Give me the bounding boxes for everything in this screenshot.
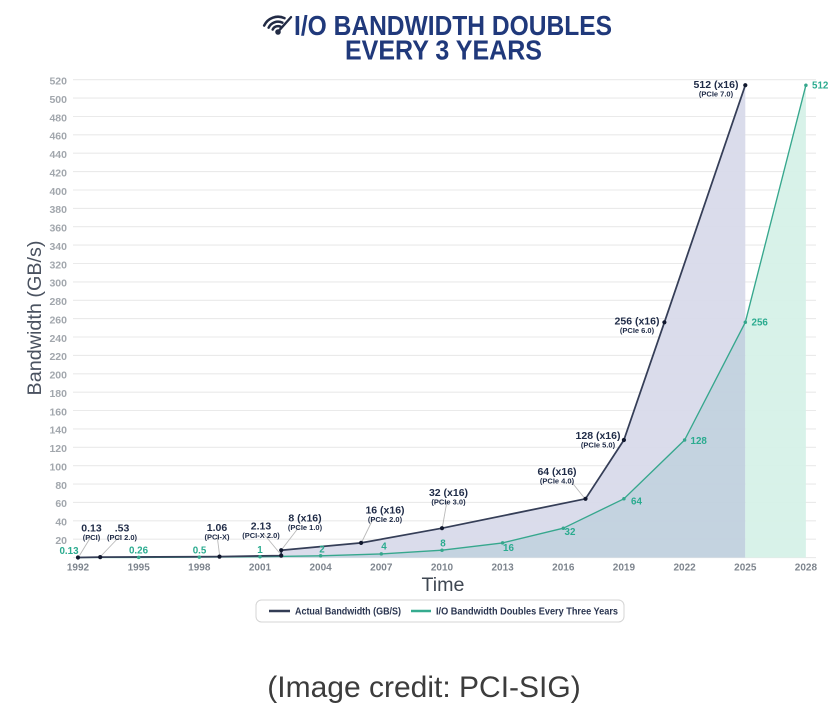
svg-text:(PCIe 7.0): (PCIe 7.0) bbox=[699, 90, 734, 99]
svg-text:128: 128 bbox=[691, 436, 708, 447]
svg-text:320: 320 bbox=[49, 259, 67, 271]
svg-text:80: 80 bbox=[55, 480, 67, 492]
svg-text:I/O Bandwidth Doubles Every Th: I/O Bandwidth Doubles Every Three Years bbox=[436, 606, 618, 618]
svg-text:(PCI): (PCI) bbox=[83, 533, 101, 542]
svg-text:500: 500 bbox=[49, 94, 67, 106]
svg-text:480: 480 bbox=[49, 112, 67, 124]
svg-text:256 (x16): 256 (x16) bbox=[615, 316, 660, 328]
svg-text:360: 360 bbox=[49, 223, 67, 235]
svg-text:0.13: 0.13 bbox=[59, 546, 79, 557]
svg-text:0.5: 0.5 bbox=[193, 546, 207, 557]
svg-text:0.13: 0.13 bbox=[81, 523, 102, 535]
svg-text:440: 440 bbox=[49, 149, 67, 161]
svg-text:16: 16 bbox=[503, 543, 514, 554]
svg-text:240: 240 bbox=[49, 333, 67, 345]
svg-text:2013: 2013 bbox=[491, 563, 514, 574]
svg-text:(PCIe 3.0): (PCIe 3.0) bbox=[431, 498, 466, 507]
svg-text:180: 180 bbox=[49, 388, 67, 400]
svg-text:2016: 2016 bbox=[552, 563, 575, 574]
svg-text:.53: .53 bbox=[115, 523, 130, 535]
svg-text:1995: 1995 bbox=[128, 563, 151, 574]
svg-text:20: 20 bbox=[55, 535, 67, 547]
svg-text:2007: 2007 bbox=[370, 563, 393, 574]
svg-text:8: 8 bbox=[440, 539, 446, 550]
svg-text:2001: 2001 bbox=[249, 563, 272, 574]
svg-text:2022: 2022 bbox=[673, 563, 696, 574]
svg-text:Time: Time bbox=[422, 575, 465, 596]
svg-text:4: 4 bbox=[381, 542, 387, 553]
svg-text:140: 140 bbox=[49, 425, 67, 437]
svg-text:300: 300 bbox=[49, 278, 67, 290]
svg-text:64 (x16): 64 (x16) bbox=[537, 466, 576, 478]
svg-text:Bandwidth (GB/s): Bandwidth (GB/s) bbox=[25, 241, 46, 396]
svg-text:(Image credit: PCI-SIG): (Image credit: PCI-SIG) bbox=[267, 671, 580, 704]
svg-text:340: 340 bbox=[49, 241, 67, 253]
svg-text:2025: 2025 bbox=[734, 563, 757, 574]
svg-text:32 (x16): 32 (x16) bbox=[429, 487, 468, 499]
svg-text:(PCIe 6.0): (PCIe 6.0) bbox=[620, 326, 655, 335]
svg-text:1992: 1992 bbox=[67, 563, 90, 574]
svg-text:EVERY 3 YEARS: EVERY 3 YEARS bbox=[345, 35, 542, 66]
svg-text:200: 200 bbox=[49, 370, 67, 382]
svg-text:512 (x16): 512 (x16) bbox=[694, 79, 739, 91]
svg-text:1.06: 1.06 bbox=[207, 522, 228, 534]
svg-text:(PCI 2.0): (PCI 2.0) bbox=[107, 533, 138, 542]
svg-text:1998: 1998 bbox=[188, 563, 211, 574]
svg-text:380: 380 bbox=[49, 204, 67, 216]
svg-text:64: 64 bbox=[631, 497, 642, 508]
svg-text:32: 32 bbox=[565, 527, 576, 538]
svg-text:512: 512 bbox=[812, 81, 829, 92]
svg-text:280: 280 bbox=[49, 296, 67, 308]
svg-text:0.26: 0.26 bbox=[129, 546, 149, 557]
svg-text:260: 260 bbox=[49, 314, 67, 326]
svg-text:400: 400 bbox=[49, 186, 67, 198]
svg-text:(PCIe 1.0): (PCIe 1.0) bbox=[288, 523, 323, 532]
svg-text:256: 256 bbox=[752, 318, 769, 329]
svg-text:Actual Bandwidth (GB/S): Actual Bandwidth (GB/S) bbox=[295, 606, 401, 618]
svg-text:2: 2 bbox=[319, 545, 325, 556]
svg-text:520: 520 bbox=[49, 76, 67, 88]
svg-text:128 (x16): 128 (x16) bbox=[576, 430, 621, 442]
svg-text:2004: 2004 bbox=[309, 563, 332, 574]
svg-text:100: 100 bbox=[49, 462, 67, 474]
svg-text:40: 40 bbox=[55, 517, 67, 529]
svg-text:2.13: 2.13 bbox=[251, 521, 272, 533]
svg-text:120: 120 bbox=[49, 443, 67, 455]
svg-text:2028: 2028 bbox=[795, 563, 818, 574]
svg-text:160: 160 bbox=[49, 406, 67, 418]
svg-text:(PCIe 4.0): (PCIe 4.0) bbox=[540, 477, 575, 486]
svg-text:2010: 2010 bbox=[431, 563, 454, 574]
svg-text:I/O BANDWIDTH DOUBLES: I/O BANDWIDTH DOUBLES bbox=[294, 10, 612, 41]
svg-text:460: 460 bbox=[49, 131, 67, 143]
svg-text:(PCIe 2.0): (PCIe 2.0) bbox=[368, 515, 403, 524]
svg-text:2019: 2019 bbox=[613, 563, 636, 574]
svg-text:1: 1 bbox=[257, 545, 263, 556]
svg-text:420: 420 bbox=[49, 167, 67, 179]
svg-text:(PCI-X): (PCI-X) bbox=[205, 533, 231, 542]
svg-text:(PCIe 5.0): (PCIe 5.0) bbox=[581, 441, 616, 450]
svg-text:60: 60 bbox=[55, 498, 67, 510]
svg-text:8 (x16): 8 (x16) bbox=[288, 513, 321, 525]
svg-text:220: 220 bbox=[49, 351, 67, 363]
svg-text:(PCI-X 2.0): (PCI-X 2.0) bbox=[242, 531, 280, 540]
svg-text:16 (x16): 16 (x16) bbox=[365, 505, 404, 517]
